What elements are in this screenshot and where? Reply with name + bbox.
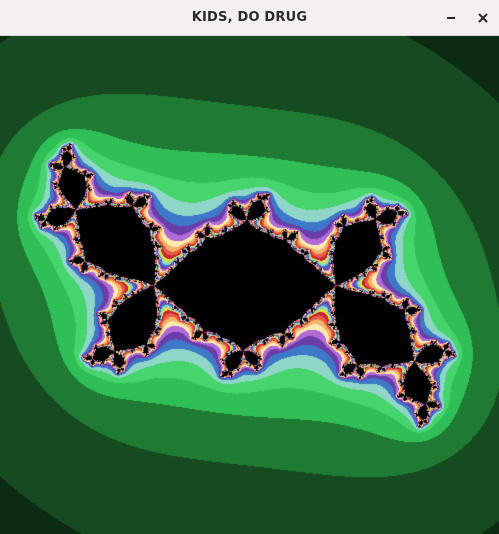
minimize-button[interactable] (439, 6, 463, 30)
close-icon (478, 13, 488, 23)
minimize-icon (447, 17, 455, 19)
close-button[interactable] (471, 6, 495, 30)
fractal-canvas[interactable] (0, 36, 499, 534)
window-title: KIDS, DO DRUG (191, 10, 308, 25)
title-bar[interactable]: KIDS, DO DRUG (0, 0, 499, 36)
